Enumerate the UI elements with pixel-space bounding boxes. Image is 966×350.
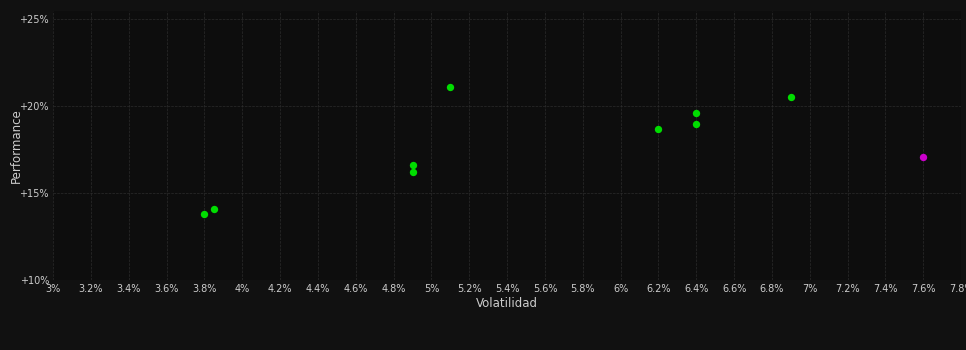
Point [442,84,458,90]
Point [651,126,667,132]
Y-axis label: Performance: Performance [10,108,23,183]
Point [405,162,420,168]
Point [197,211,213,217]
Point [689,110,704,116]
Point [783,94,799,100]
Point [916,154,931,159]
Point [405,169,420,175]
Point [689,121,704,126]
Point [206,206,221,211]
X-axis label: Volatilidad: Volatilidad [476,297,538,310]
